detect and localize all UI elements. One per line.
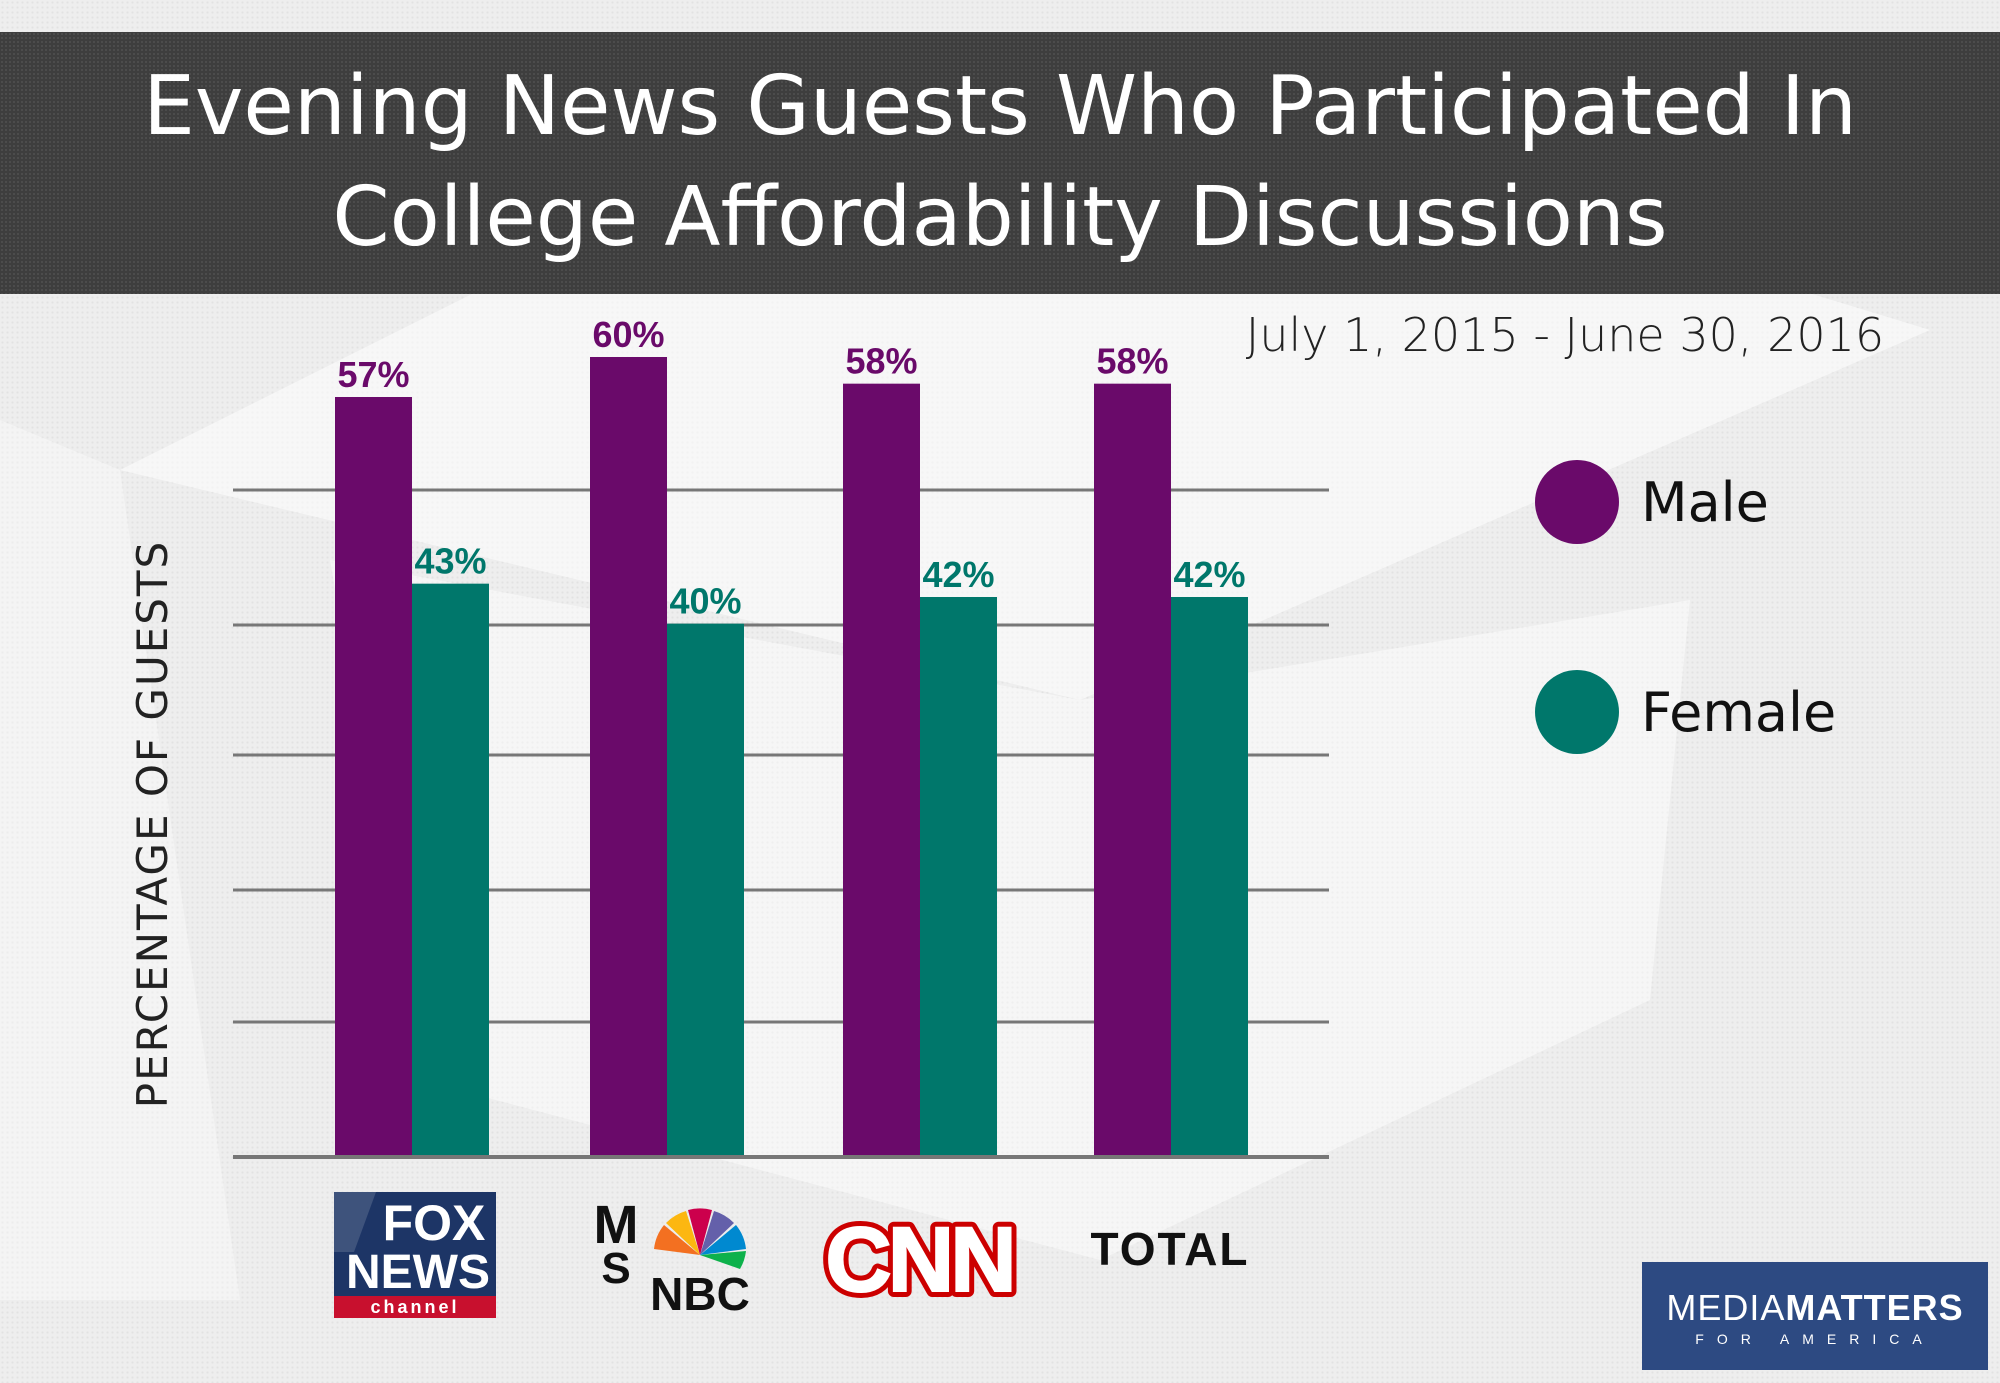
data-label-female-3: 42% (1173, 554, 1245, 595)
msnbc-logo-m: M (594, 1195, 639, 1255)
data-label-female-0: 43% (414, 541, 486, 582)
title-band: Evening News Guests Who Participated In … (0, 32, 2000, 294)
media-matters-word-light: MEDIA (1666, 1287, 1786, 1328)
data-label-male-2: 58% (845, 341, 917, 382)
total-label: TOTAL (1090, 1223, 1250, 1275)
legend-label-male: Male (1641, 470, 1769, 534)
data-label-female-1: 40% (669, 581, 741, 622)
msnbc-logo: M S NBC (594, 1195, 750, 1315)
data-label-male-1: 60% (592, 314, 664, 355)
legend-swatch-female (1535, 670, 1619, 754)
bar-female-0 (412, 583, 489, 1157)
date-range: July 1, 2015 - June 30, 2016 (1245, 308, 1885, 362)
bar-female-1 (667, 623, 744, 1157)
data-label-male-0: 57% (337, 354, 409, 395)
data-label-female-2: 42% (922, 554, 994, 595)
bar-male-1 (590, 357, 667, 1157)
fox-logo-line3: channel (370, 1297, 459, 1317)
bar-male-0 (335, 397, 412, 1157)
fox-news-logo: FOX NEWS channel (334, 1192, 496, 1318)
fox-logo-line1: FOX (383, 1195, 486, 1251)
data-label-male-3: 58% (1096, 341, 1168, 382)
bar-male-3 (1094, 383, 1171, 1158)
media-matters-word-bold: MATTERS (1785, 1287, 1964, 1328)
bar-male-2 (843, 383, 920, 1158)
chart-title-line-1: Evening News Guests Who Participated In (143, 59, 1857, 154)
bar-female-3 (1171, 597, 1248, 1157)
bar-female-2 (920, 597, 997, 1157)
chart-title-line-2: College Affordability Discussions (332, 170, 1668, 265)
msnbc-logo-s: S (601, 1244, 630, 1293)
svg-text:CNN: CNN (825, 1209, 1012, 1309)
legend-item-female: Female (1535, 670, 1836, 754)
media-matters-wordmark: MEDIAMATTERS (1642, 1288, 1988, 1328)
msnbc-logo-nbc: NBC (650, 1268, 750, 1315)
media-matters-logo: MEDIAMATTERS FOR AMERICA (1642, 1262, 1988, 1370)
peacock-icon (654, 1208, 746, 1269)
legend-item-male: Male (1535, 460, 1769, 544)
legend-label-female: Female (1641, 680, 1837, 744)
cnn-logo: CNN CNN (819, 1205, 1022, 1309)
cnn-logo-text: CNN (825, 1209, 1012, 1309)
legend-swatch-male (1535, 460, 1619, 544)
fox-logo-line2: NEWS (346, 1246, 490, 1299)
media-matters-tagline: FOR AMERICA (1695, 1331, 1935, 1347)
